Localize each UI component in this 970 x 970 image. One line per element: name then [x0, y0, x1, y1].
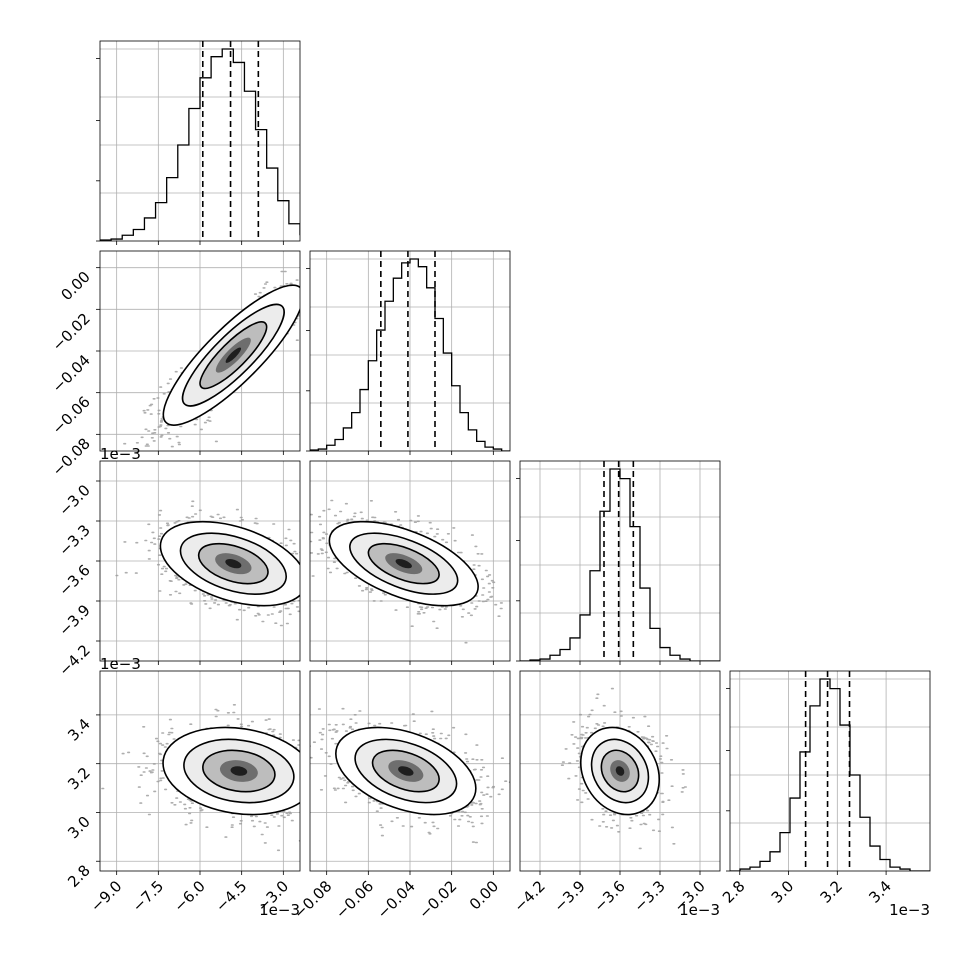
y-tick-label: −0.08 — [49, 434, 94, 479]
histogram-step — [310, 258, 510, 451]
y-tick-label: −0.06 — [49, 393, 94, 438]
scatter-panel-1-0 — [100, 251, 300, 451]
scatter-panel-3-1 — [310, 671, 510, 871]
x-exponent-label: 1e−3 — [259, 901, 300, 919]
y-tick-label: 3.4 — [64, 715, 94, 745]
scatter-panel-2-0 — [100, 461, 300, 661]
density-contour — [395, 559, 412, 569]
density-contour — [225, 347, 242, 363]
x-tick-label: −0.02 — [415, 877, 460, 922]
y-tick-label: −3.0 — [55, 481, 93, 519]
density-contour — [398, 766, 414, 776]
x-tick-label: −9.0 — [87, 877, 125, 915]
y-tick-label: −3.6 — [55, 561, 93, 599]
density-contour — [230, 766, 248, 776]
y-tick-label: −0.04 — [49, 351, 94, 396]
histogram-panel-3 — [730, 671, 930, 871]
y-exponent-label: 1e−3 — [100, 655, 141, 673]
y-tick-label: 3.2 — [64, 764, 94, 794]
y-tick-label: 3.0 — [64, 813, 94, 843]
x-tick-label: −3.3 — [630, 877, 668, 915]
scatter-panel-3-2 — [520, 671, 720, 871]
histogram-panel-1 — [310, 251, 510, 451]
x-tick-label: 0.00 — [466, 877, 502, 913]
y-tick-label: −3.3 — [55, 521, 93, 559]
x-tick-label: −3.6 — [590, 877, 628, 915]
y-tick-label: −3.9 — [55, 601, 93, 639]
x-tick-label: 2.8 — [719, 877, 749, 907]
panel-frame — [729, 670, 931, 872]
x-exponent-label: 1e−3 — [679, 901, 720, 919]
x-exponent-label: 1e−3 — [889, 901, 930, 919]
x-tick-label: −3.9 — [550, 877, 588, 915]
x-tick-label: −0.04 — [374, 877, 419, 922]
y-tick-label: 2.8 — [64, 861, 94, 891]
x-tick-label: −6.0 — [170, 877, 208, 915]
x-tick-label: −4.2 — [510, 877, 548, 915]
scatter-panel-2-1 — [310, 461, 510, 661]
histogram-step — [520, 468, 720, 661]
y-tick-label: −4.2 — [55, 641, 93, 679]
histogram-panel-0 — [100, 41, 300, 241]
y-tick-label: 0.00 — [57, 268, 93, 304]
y-tick-label: −0.02 — [49, 309, 94, 354]
histogram-panel-2 — [520, 461, 720, 661]
x-tick-label: −4.5 — [212, 877, 250, 915]
density-contour — [615, 766, 625, 776]
histogram-step — [730, 678, 930, 871]
density-contour — [225, 559, 242, 569]
scatter-panel-3-0 — [100, 671, 300, 871]
histogram-step — [100, 48, 300, 241]
x-tick-label: −0.08 — [290, 877, 335, 922]
y-exponent-label: 1e−3 — [100, 445, 141, 463]
x-tick-label: 3.2 — [817, 877, 847, 907]
x-tick-label: −0.06 — [332, 877, 377, 922]
x-tick-label: 3.0 — [768, 877, 798, 907]
x-tick-label: −7.5 — [129, 877, 167, 915]
